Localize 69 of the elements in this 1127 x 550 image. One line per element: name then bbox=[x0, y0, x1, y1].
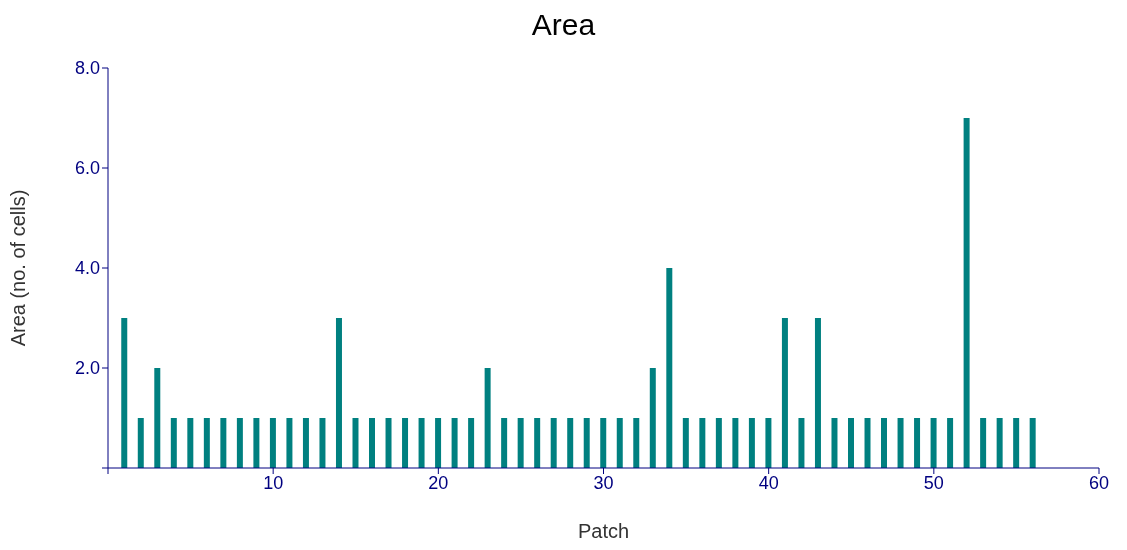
bar bbox=[402, 418, 409, 468]
bar bbox=[501, 418, 508, 468]
y-tick-label: 2.0 bbox=[74, 358, 100, 379]
bar bbox=[1013, 418, 1020, 468]
bar bbox=[435, 418, 442, 468]
bar bbox=[203, 418, 210, 468]
bar bbox=[666, 268, 673, 468]
bar bbox=[137, 418, 144, 468]
bar bbox=[517, 418, 524, 468]
bar bbox=[914, 418, 921, 468]
bar bbox=[847, 418, 854, 468]
y-tick-label: 6.0 bbox=[74, 158, 100, 179]
x-tick-label: 10 bbox=[263, 472, 284, 493]
chart-title: Area bbox=[530, 8, 597, 43]
bar bbox=[732, 418, 739, 468]
bar bbox=[881, 418, 888, 468]
bar bbox=[930, 418, 937, 468]
bar bbox=[253, 418, 260, 468]
bar bbox=[187, 418, 194, 468]
bar bbox=[649, 368, 656, 468]
bar bbox=[550, 418, 557, 468]
bar bbox=[567, 418, 574, 468]
x-tick-label: 60 bbox=[1088, 472, 1110, 493]
bar bbox=[170, 418, 177, 468]
bar bbox=[996, 418, 1003, 468]
y-tick-label: 4.0 bbox=[74, 258, 100, 279]
bar bbox=[484, 368, 491, 468]
x-tick-label: 30 bbox=[593, 472, 614, 493]
bar bbox=[980, 418, 987, 468]
bar bbox=[220, 418, 227, 468]
y-axis-title: Area (no. of cells) bbox=[7, 189, 30, 347]
bar bbox=[121, 318, 128, 468]
bar bbox=[1029, 418, 1036, 468]
bar bbox=[534, 418, 541, 468]
bar bbox=[798, 418, 805, 468]
bar bbox=[715, 418, 722, 468]
bar bbox=[765, 418, 772, 468]
bar bbox=[369, 418, 376, 468]
bar bbox=[831, 418, 838, 468]
bar bbox=[814, 318, 821, 468]
bar bbox=[154, 368, 161, 468]
bar bbox=[236, 418, 243, 468]
bar bbox=[963, 118, 970, 468]
bar bbox=[302, 418, 309, 468]
bar bbox=[335, 318, 342, 468]
bar bbox=[600, 418, 607, 468]
bar bbox=[864, 418, 871, 468]
x-tick-label: 40 bbox=[758, 472, 779, 493]
bar bbox=[352, 418, 359, 468]
bar bbox=[616, 418, 623, 468]
bar bbox=[633, 418, 640, 468]
bar bbox=[269, 418, 276, 468]
bar bbox=[682, 418, 689, 468]
bar bbox=[385, 418, 392, 468]
x-axis-title: Patch bbox=[577, 520, 630, 542]
x-tick-label: 20 bbox=[428, 472, 449, 493]
bar bbox=[947, 418, 954, 468]
bar bbox=[451, 418, 458, 468]
x-tick-label: 50 bbox=[923, 472, 944, 493]
bar bbox=[897, 418, 904, 468]
bar bbox=[468, 418, 475, 468]
bar bbox=[583, 418, 590, 468]
bar bbox=[319, 418, 326, 468]
bar bbox=[418, 418, 425, 468]
bar bbox=[286, 418, 293, 468]
bar bbox=[781, 318, 788, 468]
bar bbox=[748, 418, 755, 468]
y-tick-label: 8.0 bbox=[74, 58, 100, 79]
bar bbox=[699, 418, 706, 468]
